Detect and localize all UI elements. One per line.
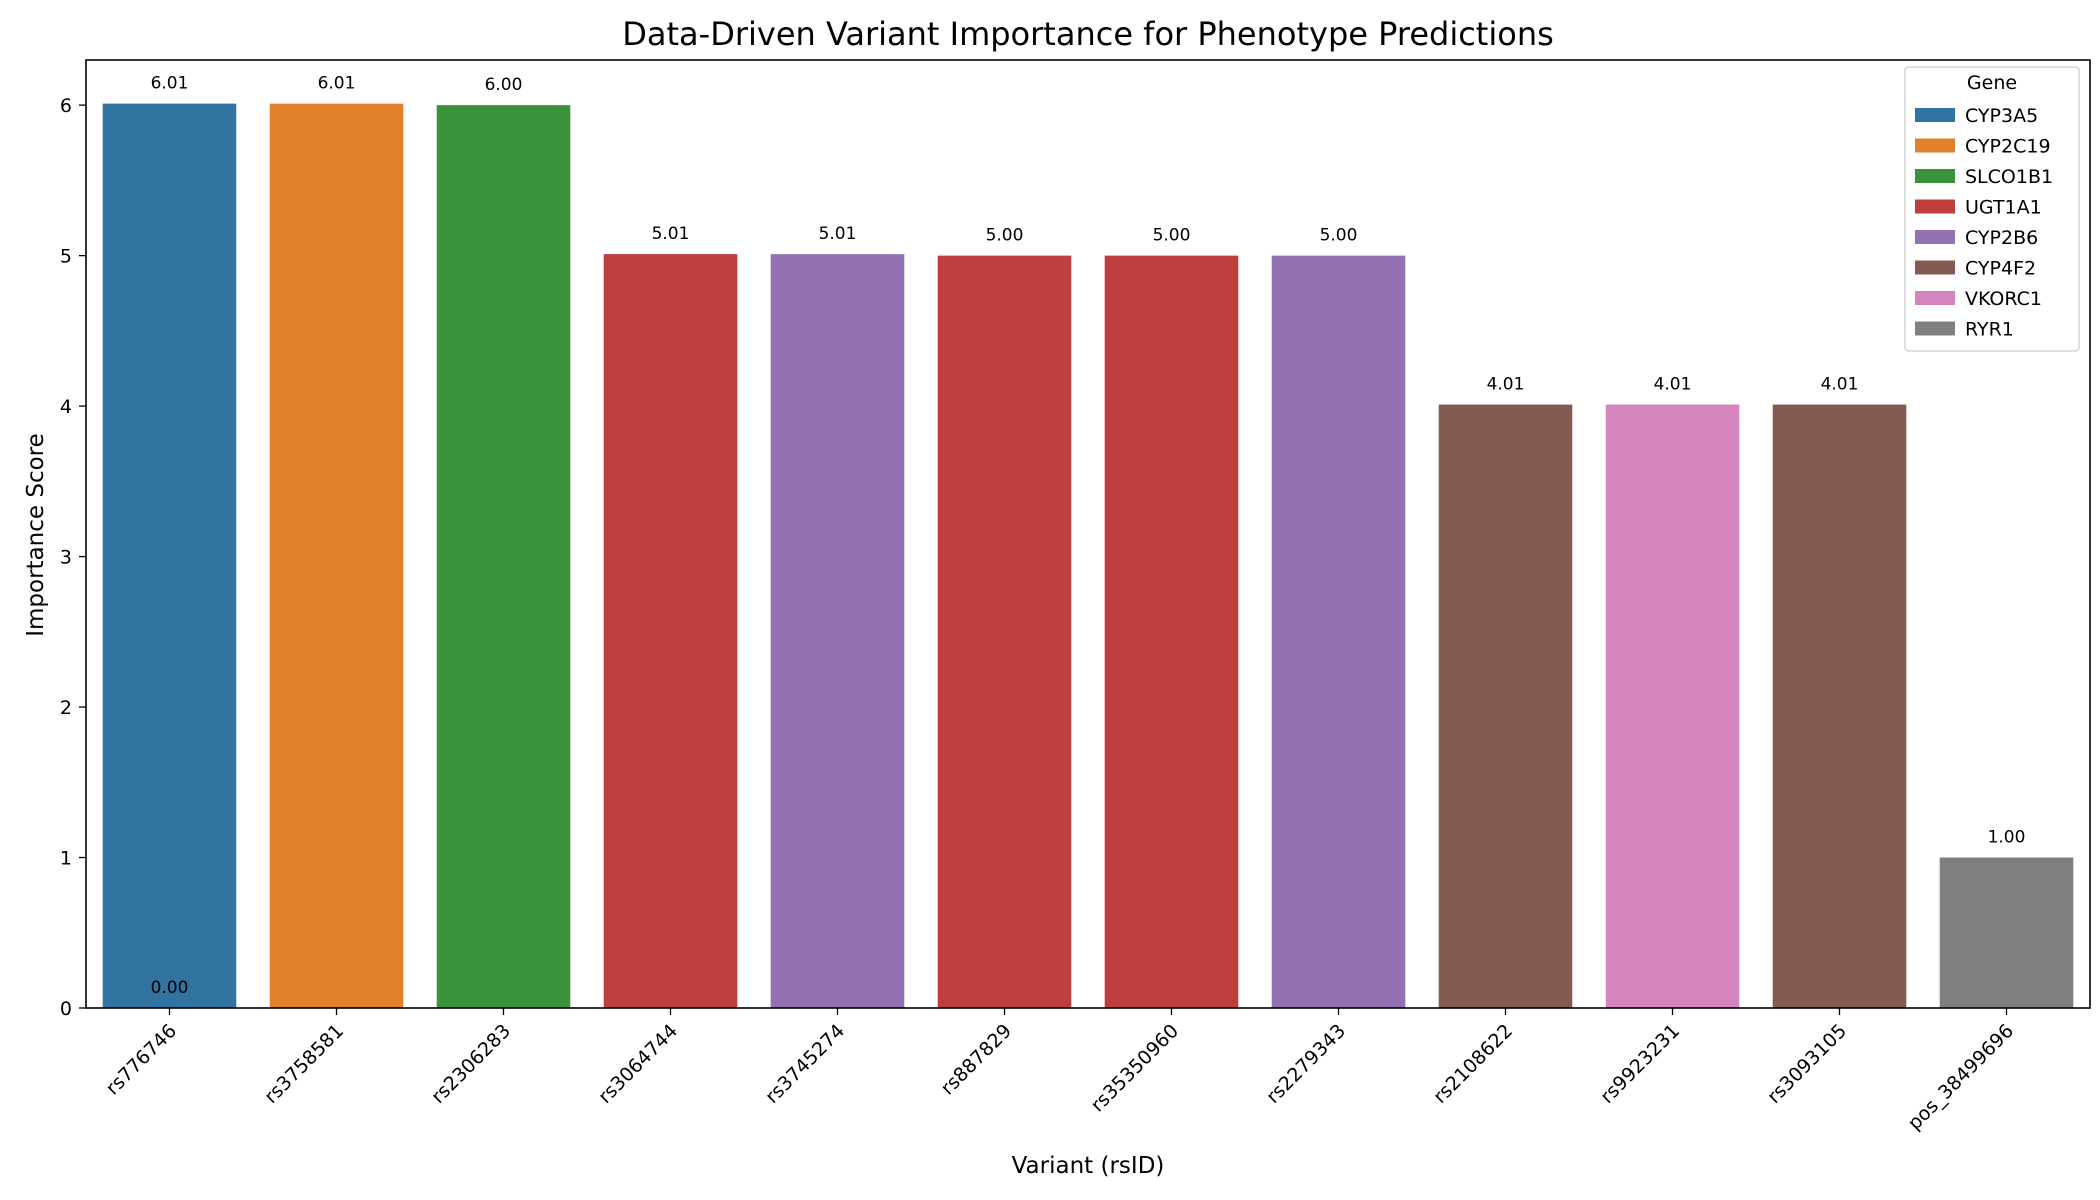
legend-swatch-CYP2B6	[1915, 230, 1955, 244]
legend-items: CYP3A5 CYP2C19 SLCO1B1 UGT1A1 CYP2B6 CYP4F2 VK…	[1915, 105, 2053, 341]
bar-pos_38499696	[1939, 857, 2074, 1008]
value-label-rs2306283: 6.00	[485, 75, 523, 95]
y-tick-label: 5	[60, 246, 72, 268]
legend-label-RYR1: RYR1	[1965, 319, 2014, 341]
x-tick-label-rs35350960: rs35350960	[1087, 1020, 1183, 1116]
y-tick-label: 1	[60, 848, 72, 870]
legend-swatch-UGT1A1	[1915, 199, 1955, 214]
y-axis-label: Importance Score	[23, 433, 49, 637]
x-tick-label-rs3064744: rs3064744	[594, 1020, 682, 1108]
bar-rs776746	[102, 103, 237, 1009]
bar-rs3745274	[770, 254, 905, 1009]
y-tick-label: 0	[60, 998, 72, 1020]
x-axis: rs776746 rs3758581 rs2306283 rs3064744 rs374…	[102, 1008, 2018, 1134]
bar-rs9923231	[1605, 404, 1740, 1009]
x-tick-label-rs2306283: rs2306283	[427, 1020, 515, 1108]
legend-label-CYP2B6: CYP2B6	[1965, 227, 2038, 249]
extra-annotation-label: 0.00	[151, 978, 189, 998]
legend-title: Gene	[1967, 72, 2017, 94]
value-label-rs3758581: 6.01	[318, 74, 356, 94]
value-labels-group: 6.01 6.01 6.00 5.01 5.01 5.00 5.00 5.00 4.01 4.01…	[151, 74, 2026, 998]
y-tick-label: 6	[60, 95, 72, 117]
legend-label-VKORC1: VKORC1	[1965, 288, 2042, 310]
legend-label-CYP3A5: CYP3A5	[1965, 105, 2038, 127]
x-axis-label: Variant (rsID)	[1012, 1153, 1165, 1179]
legend-swatch-SLCO1B1	[1915, 169, 1955, 183]
bar-rs35350960	[1104, 255, 1239, 1009]
bar-rs2306283	[436, 105, 571, 1008]
value-label-rs2108622: 4.01	[1487, 375, 1525, 395]
legend-swatch-VKORC1	[1915, 291, 1955, 305]
value-label-rs3745274: 5.01	[819, 224, 857, 244]
y-tick-label: 2	[60, 697, 72, 719]
bars-group	[102, 103, 2074, 1009]
y-tick-label: 4	[60, 396, 72, 418]
legend-label-CYP4F2: CYP4F2	[1965, 258, 2036, 280]
value-label-rs3093105: 4.01	[1821, 375, 1859, 395]
x-tick-label-rs3758581: rs3758581	[260, 1020, 348, 1108]
bar-rs2279343	[1271, 255, 1406, 1009]
x-tick-label-rs3093105: rs3093105	[1763, 1020, 1851, 1108]
value-label-rs776746: 6.01	[151, 74, 189, 94]
legend-label-UGT1A1: UGT1A1	[1965, 197, 2042, 219]
value-label-rs35350960: 5.00	[1153, 226, 1191, 246]
value-label-rs3064744: 5.01	[652, 224, 690, 244]
legend-swatch-CYP2C19	[1915, 138, 1955, 153]
legend-box	[1904, 66, 2080, 352]
bar-rs3064744	[603, 254, 738, 1009]
value-label-rs9923231: 4.01	[1654, 375, 1692, 395]
x-tick-label-rs2279343: rs2279343	[1262, 1020, 1350, 1108]
legend: Gene CYP3A5CYP2C19SLCO1B1UGT1A1CYP2B6CYP…	[1904, 66, 2080, 352]
x-tick-label-rs2108622: rs2108622	[1429, 1020, 1517, 1108]
legend-swatch-RYR1	[1915, 321, 1955, 336]
legend-swatch-CYP3A5	[1915, 108, 1955, 122]
bar-rs3093105	[1772, 404, 1907, 1009]
x-tick-label-rs776746: rs776746	[102, 1020, 181, 1099]
bar-rs2108622	[1438, 404, 1573, 1009]
x-tick-label-rs3745274: rs3745274	[761, 1020, 849, 1108]
x-tick-label-pos_38499696: pos_38499696	[1904, 1020, 2018, 1134]
bar-rs3758581	[269, 103, 404, 1009]
chart-title: Data-Driven Variant Importance for Pheno…	[622, 15, 1554, 53]
y-tick-label: 3	[60, 547, 72, 569]
bar-rs887829	[937, 255, 1072, 1009]
legend-label-SLCO1B1: SLCO1B1	[1965, 166, 2053, 188]
value-label-rs887829: 5.00	[986, 226, 1024, 246]
legend-label-CYP2C19: CYP2C19	[1965, 136, 2051, 158]
y-axis: 0 1 2 3 4 5 6	[60, 95, 86, 1020]
legend-swatch-CYP4F2	[1915, 260, 1955, 275]
x-tick-label-rs9923231: rs9923231	[1596, 1020, 1684, 1108]
value-label-pos_38499696: 1.00	[1988, 828, 2026, 848]
x-tick-label-rs887829: rs887829	[937, 1020, 1016, 1099]
plot-frame	[85, 59, 2091, 1009]
value-label-rs2279343: 5.00	[1320, 226, 1358, 246]
